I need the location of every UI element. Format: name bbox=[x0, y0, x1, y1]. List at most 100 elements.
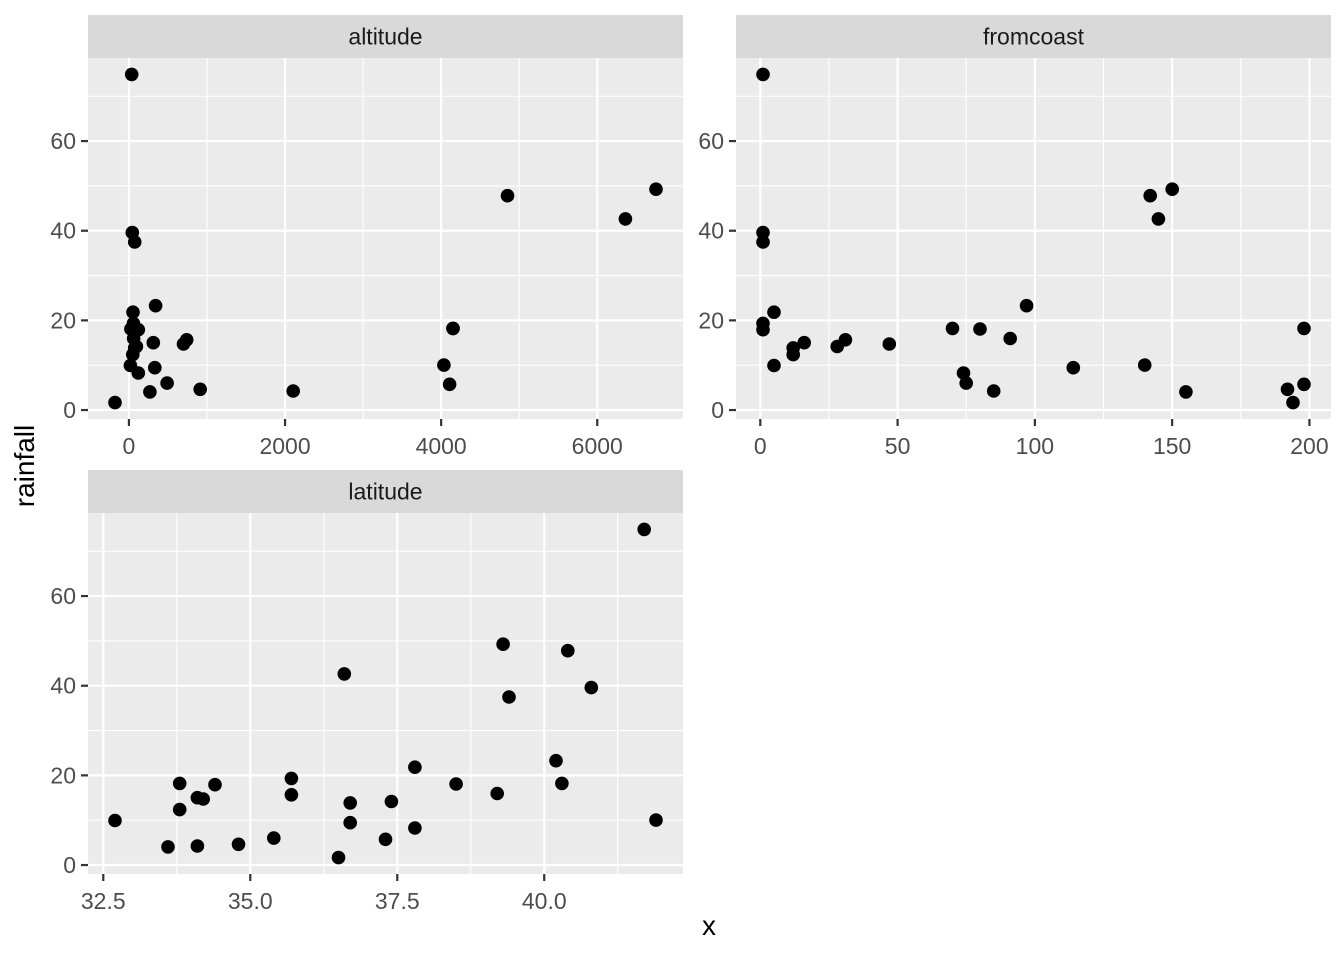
data-point bbox=[1297, 321, 1311, 336]
data-point bbox=[442, 377, 457, 392]
data-point bbox=[127, 235, 142, 249]
x-axis-title: x bbox=[702, 910, 716, 941]
x-axis-tick-label: 2000 bbox=[259, 433, 310, 459]
data-point bbox=[649, 182, 663, 196]
data-point bbox=[797, 335, 811, 350]
facet-strip-label: altitude bbox=[348, 24, 422, 50]
y-axis-tick-label: 40 bbox=[698, 218, 724, 244]
data-point bbox=[126, 347, 140, 362]
data-point bbox=[986, 384, 1001, 398]
data-point bbox=[208, 777, 222, 792]
data-point bbox=[408, 760, 422, 774]
x-axis-tick-label: 40.0 bbox=[522, 888, 567, 914]
data-point bbox=[1179, 385, 1193, 399]
x-axis-tick-label: 150 bbox=[1153, 433, 1191, 459]
data-point bbox=[786, 347, 800, 362]
data-point bbox=[1019, 298, 1034, 313]
data-point bbox=[500, 188, 515, 203]
data-point bbox=[108, 395, 122, 410]
data-point bbox=[408, 821, 422, 835]
data-point bbox=[148, 360, 162, 375]
data-point bbox=[160, 376, 174, 390]
data-point bbox=[1151, 212, 1166, 226]
data-point bbox=[1066, 360, 1081, 375]
data-point bbox=[1286, 395, 1300, 410]
data-point bbox=[123, 358, 138, 373]
data-point bbox=[1280, 382, 1295, 397]
panel-background bbox=[88, 58, 683, 419]
x-axis-tick-label: 37.5 bbox=[375, 888, 420, 914]
y-axis-tick-label: 0 bbox=[63, 852, 76, 878]
y-axis-tick-label: 60 bbox=[50, 583, 76, 609]
y-axis-tick-label: 0 bbox=[63, 397, 76, 423]
data-point bbox=[756, 322, 770, 337]
data-point bbox=[1165, 182, 1179, 196]
data-point bbox=[945, 321, 960, 336]
x-axis-tick-label: 6000 bbox=[572, 433, 623, 459]
data-point bbox=[172, 776, 187, 791]
panel-background bbox=[88, 513, 683, 874]
data-point bbox=[882, 337, 897, 351]
data-point bbox=[1143, 188, 1157, 203]
y-axis-tick-label: 0 bbox=[711, 397, 724, 423]
y-axis-tick-label: 60 bbox=[698, 128, 724, 154]
data-point bbox=[838, 333, 853, 347]
facet-strip-label: latitude bbox=[348, 479, 422, 505]
data-point bbox=[767, 305, 781, 320]
x-axis-tick-label: 50 bbox=[885, 433, 911, 459]
y-axis-tick-label: 20 bbox=[698, 307, 724, 333]
data-point bbox=[1137, 358, 1152, 372]
data-point bbox=[193, 382, 207, 397]
data-point bbox=[343, 815, 358, 830]
data-point bbox=[126, 331, 141, 346]
data-point bbox=[1003, 331, 1017, 346]
data-point bbox=[756, 67, 770, 82]
data-point bbox=[146, 335, 161, 350]
data-point bbox=[584, 680, 599, 695]
data-point bbox=[172, 802, 187, 817]
data-point bbox=[767, 358, 781, 373]
facet-strip bbox=[88, 15, 683, 58]
data-point bbox=[190, 790, 205, 805]
y-axis-tick-label: 40 bbox=[50, 218, 76, 244]
data-point bbox=[284, 788, 299, 802]
data-point bbox=[502, 690, 516, 704]
y-axis-tick-label: 60 bbox=[50, 128, 76, 154]
facet-strip bbox=[88, 470, 683, 513]
x-axis-tick-label: 200 bbox=[1290, 433, 1328, 459]
data-point bbox=[555, 776, 569, 791]
y-axis-tick-label: 20 bbox=[50, 307, 76, 333]
data-point bbox=[618, 212, 633, 226]
data-point bbox=[190, 839, 205, 853]
x-axis-tick-label: 4000 bbox=[416, 433, 467, 459]
x-axis-tick-label: 35.0 bbox=[228, 888, 273, 914]
data-point bbox=[449, 777, 463, 791]
data-point bbox=[267, 831, 281, 845]
data-point bbox=[176, 337, 191, 351]
data-point bbox=[331, 850, 346, 865]
panel-background bbox=[736, 58, 1331, 419]
data-point bbox=[437, 358, 451, 372]
data-point bbox=[490, 786, 505, 801]
x-axis-tick-label: 0 bbox=[123, 433, 136, 459]
data-point bbox=[124, 67, 139, 82]
data-point bbox=[126, 305, 140, 320]
data-point bbox=[143, 385, 157, 399]
data-point bbox=[337, 667, 352, 681]
data-point bbox=[637, 522, 651, 537]
data-point bbox=[1297, 377, 1311, 392]
y-axis-tick-label: 20 bbox=[50, 762, 76, 788]
data-point bbox=[378, 832, 393, 847]
data-point bbox=[561, 643, 575, 658]
data-point bbox=[286, 384, 301, 398]
data-point bbox=[549, 753, 563, 768]
data-point bbox=[446, 321, 460, 336]
data-point bbox=[496, 637, 510, 651]
data-point bbox=[148, 298, 163, 313]
y-axis-title: rainfall bbox=[9, 425, 40, 507]
data-point bbox=[343, 796, 358, 810]
facet-strip-label: fromcoast bbox=[983, 24, 1085, 50]
